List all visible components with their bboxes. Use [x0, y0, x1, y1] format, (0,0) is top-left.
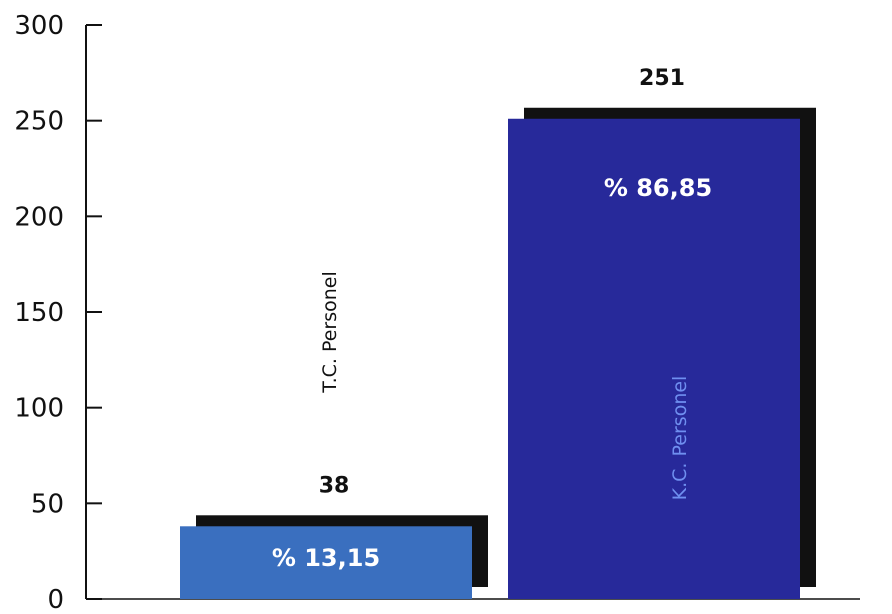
value-label: 38 [319, 473, 350, 498]
bars [180, 107, 816, 600]
value-label: 251 [639, 66, 685, 91]
y-tick-label: 250 [14, 107, 64, 137]
y-axis: 0 50 100 150 200 250 300 [14, 11, 860, 614]
y-tick-label: 300 [14, 11, 64, 41]
percent-label: % 13,15 [272, 544, 380, 572]
bar [508, 118, 800, 600]
y-tick-label: 150 [14, 298, 64, 328]
y-tick-label: 200 [14, 202, 64, 232]
y-tick-label: 0 [47, 585, 64, 614]
category-label: K.C. Personel [669, 376, 691, 501]
percent-label: % 86,85 [604, 174, 712, 202]
category-label: T.C. Personel [319, 271, 341, 394]
y-tick-label: 50 [31, 489, 64, 519]
y-tick-label: 100 [14, 394, 64, 424]
bar [180, 526, 472, 599]
chart-labels: 38 251 % 13,15 % 86,85 T.C. Personel K.C. Per… [272, 66, 712, 572]
